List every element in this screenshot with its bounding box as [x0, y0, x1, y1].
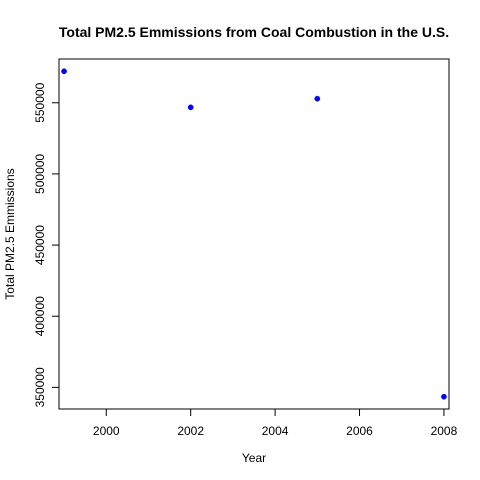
data-point: [61, 68, 67, 75]
data-point: [187, 104, 194, 111]
x-tick-label: 2008: [431, 424, 458, 438]
y-axis-label: Total PM2.5 Emmissions: [3, 168, 17, 299]
y-tick-label: 450000: [33, 225, 47, 265]
data-point: [314, 95, 321, 102]
y-axis: 350000 400000 450000 500000 550000: [33, 82, 60, 407]
chart-title: Total PM2.5 Emmissions from Coal Combust…: [59, 24, 449, 40]
y-tick-label: 350000: [33, 367, 47, 407]
y-tick-label: 550000: [33, 82, 47, 122]
x-tick-label: 2004: [262, 424, 289, 438]
data-point: [441, 393, 447, 400]
x-axis-label: Year: [242, 451, 266, 465]
x-tick-label: 2006: [346, 424, 373, 438]
x-tick-label: 2000: [93, 424, 120, 438]
data-points: [61, 68, 447, 400]
x-tick-label: 2002: [177, 424, 204, 438]
y-tick-label: 400000: [33, 296, 47, 336]
plot-box: [58, 58, 450, 410]
y-tick-label: 500000: [33, 154, 47, 194]
x-axis: 2000 2002 2004 2006 2008: [93, 408, 458, 438]
